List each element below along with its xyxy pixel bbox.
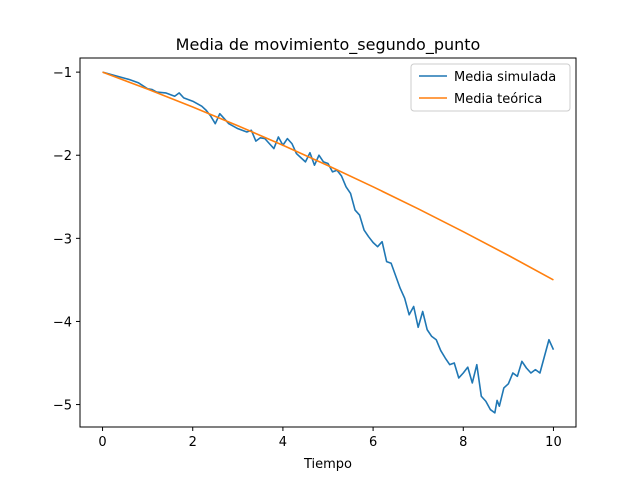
x-tick-label: 2: [189, 435, 197, 450]
series-line-media-simulada: [102, 71, 555, 414]
legend-box: [410, 63, 571, 112]
y-tick-label: −1: [53, 66, 72, 81]
y-tick-label: −5: [53, 399, 72, 414]
legend: Media simulada Media teórica: [410, 63, 571, 112]
axes-frame: [79, 57, 577, 428]
legend-label: Media simulada: [454, 70, 556, 85]
chart-title: Media de movimiento_segundo_punto: [176, 35, 481, 55]
x-tick-label: 0: [98, 435, 106, 450]
y-tick-label: −2: [53, 149, 72, 164]
x-axis-label: Tiempo: [303, 457, 352, 472]
x-tick-label: 6: [369, 435, 377, 450]
x-tick-label: 4: [279, 435, 287, 450]
series-layer: [102, 71, 555, 414]
x-tick-label: 8: [459, 435, 467, 450]
x-tick-label: 10: [545, 435, 562, 450]
y-tick-label: −4: [53, 315, 72, 330]
y-axis: −1 −2 −3 −4 −5: [53, 66, 80, 414]
legend-label: Media teórica: [454, 92, 542, 107]
series-line-media-teorica: [102, 71, 554, 281]
y-tick-label: −3: [53, 232, 72, 247]
x-axis: 0 2 4 6 8 10: [98, 427, 562, 450]
